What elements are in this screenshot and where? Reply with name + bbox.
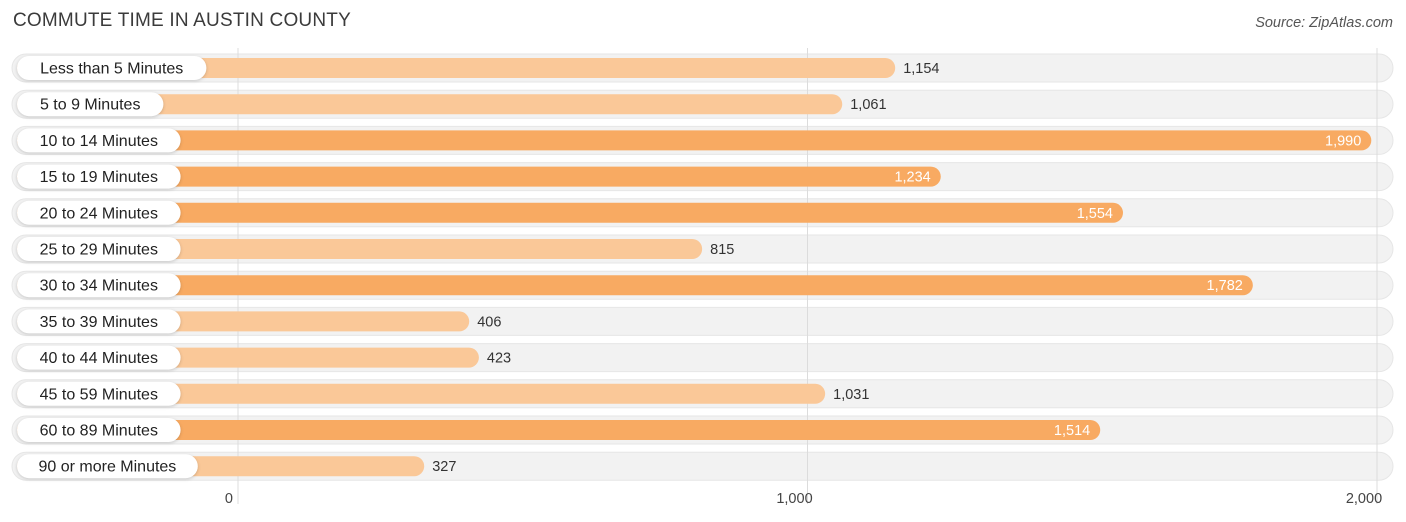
category-pill [17, 309, 181, 334]
value-label: 1,514 [1054, 423, 1090, 439]
value-label: 815 [710, 242, 734, 258]
category-pill [17, 56, 207, 80]
category-label: Less than 5 Minutes [40, 61, 183, 78]
category-pill [17, 92, 164, 117]
category-label: 5 to 9 Minutes [40, 97, 141, 114]
chart-source: Source: ZipAtlas.com [1255, 15, 1393, 31]
category-label: 20 to 24 Minutes [40, 205, 158, 222]
value-label: 1,554 [1077, 206, 1113, 222]
x-tick-label: 0 [225, 491, 233, 507]
value-label: 327 [432, 459, 456, 475]
category-label: 40 to 44 Minutes [40, 350, 158, 367]
bar [17, 130, 1372, 151]
value-label: 1,990 [1325, 133, 1361, 149]
chart-title: COMMUTE TIME IN AUSTIN COUNTY [13, 10, 351, 31]
category-pill [17, 381, 181, 406]
category-label: 15 to 19 Minutes [40, 169, 158, 186]
category-pill [17, 454, 198, 479]
category-pill [17, 128, 181, 153]
category-label: 30 to 34 Minutes [40, 278, 158, 295]
x-tick-label: 1,000 [776, 491, 812, 507]
category-pill [17, 200, 181, 225]
value-label: 406 [477, 314, 501, 330]
category-label: 90 or more Minutes [38, 459, 176, 476]
category-pill [17, 345, 181, 370]
value-label: 1,031 [833, 387, 869, 403]
bar [17, 383, 826, 404]
bar [17, 239, 703, 259]
bar [17, 166, 941, 187]
row-tracks [11, 53, 1394, 481]
category-pill [17, 273, 181, 298]
category-label: 35 to 39 Minutes [40, 314, 158, 331]
x-axis: 0 1,000 2,000 [225, 491, 1382, 507]
bar [17, 420, 1101, 440]
bar [17, 275, 1253, 296]
category-pill [17, 237, 181, 261]
bar [17, 58, 896, 78]
category-label: 25 to 29 Minutes [40, 242, 158, 259]
value-label: 1,061 [850, 97, 886, 113]
bars: Less than 5 Minutes 1,154 5 to 9 Minutes 1,… [17, 56, 1372, 479]
value-label: 423 [487, 351, 511, 367]
category-label: 60 to 89 Minutes [40, 423, 158, 440]
bar [17, 202, 1124, 223]
category-pill [17, 164, 181, 189]
bar [17, 94, 843, 115]
value-label: 1,234 [894, 170, 930, 186]
value-label: 1,154 [903, 61, 939, 77]
category-pill [17, 418, 181, 442]
value-label: 1,782 [1207, 278, 1243, 294]
x-tick-label: 2,000 [1346, 491, 1382, 507]
category-label: 10 to 14 Minutes [40, 133, 158, 150]
category-label: 45 to 59 Minutes [40, 386, 158, 403]
